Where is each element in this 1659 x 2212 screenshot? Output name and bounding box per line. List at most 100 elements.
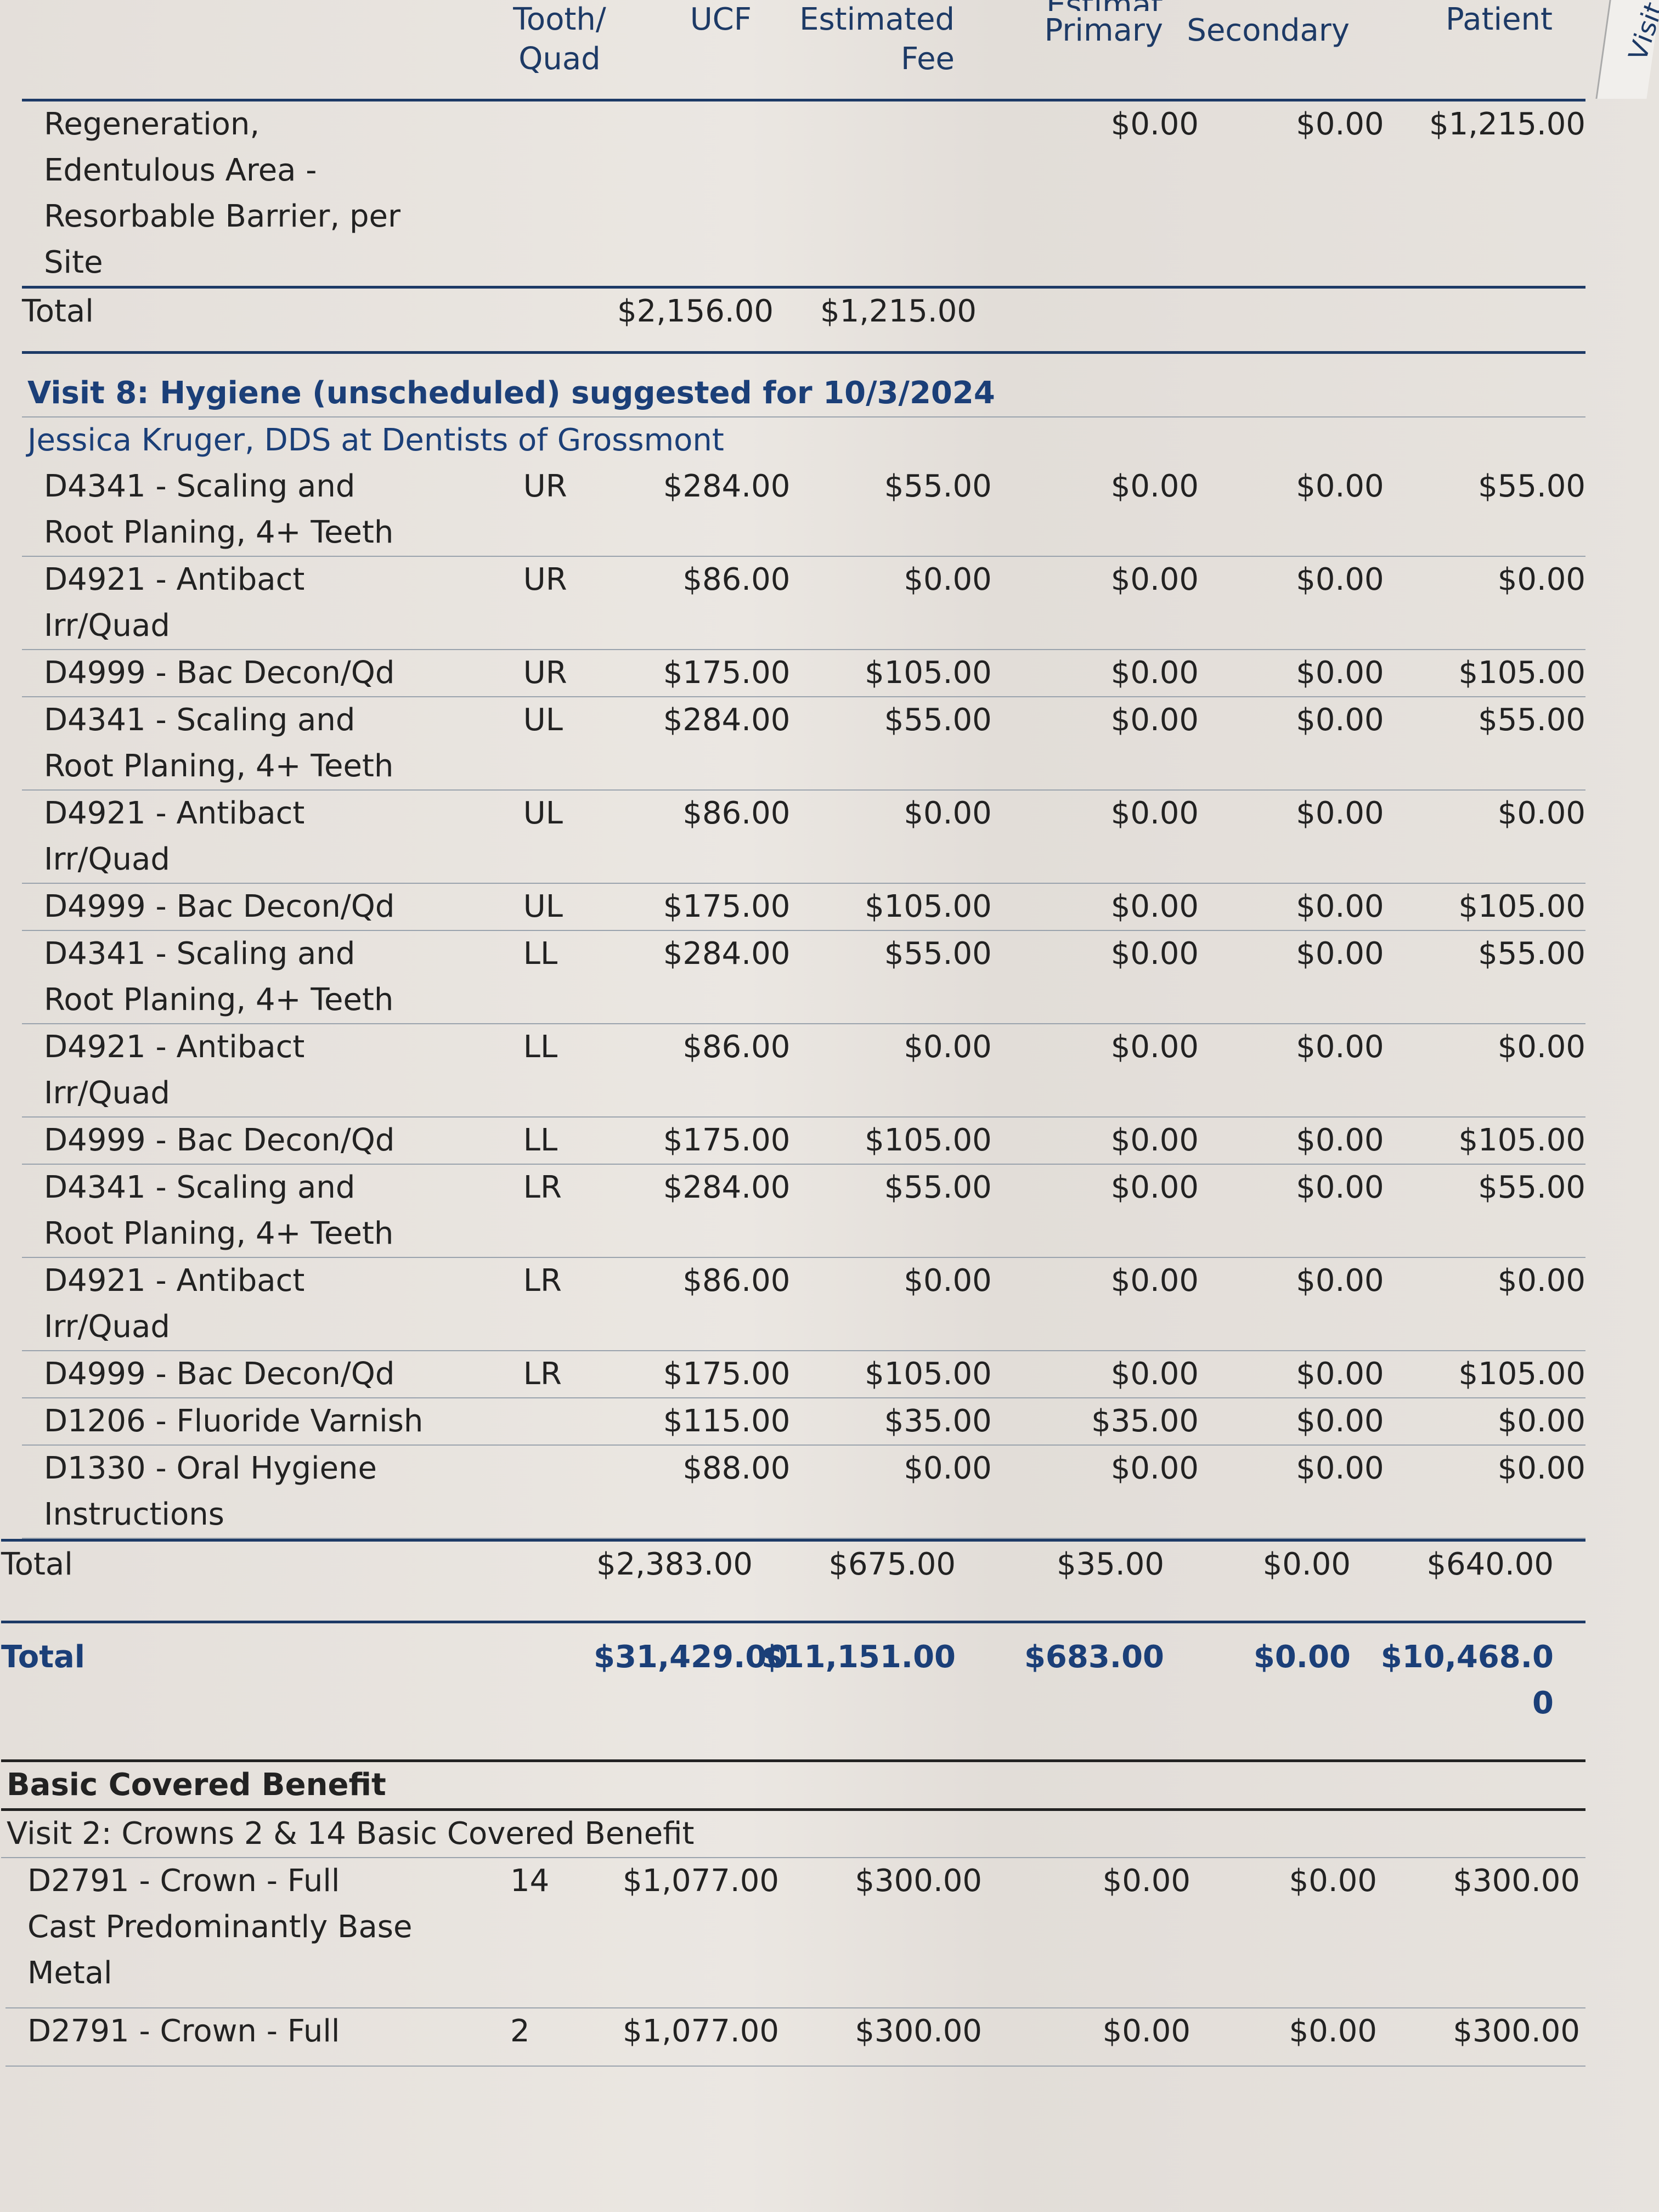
cell-primary: $0.00 [1110,936,1199,972]
cell-primary: $0.00 [1110,702,1199,738]
cell-ucf: $284.00 [663,702,791,738]
cell-primary: $0.00 [1110,1263,1199,1299]
total-ucf: $31,429.00 [594,1639,788,1675]
header-ucf: UCF [690,2,752,37]
visit-8-total: Total $2,383.00 $675.00 $35.00 $0.00 $640.00 [1,1539,1585,1623]
cell-ucf: $88.00 [682,1451,791,1486]
cell-primary: $0.00 [1110,106,1199,142]
total-fee: $1,215.00 [820,294,977,329]
item-description: D4999 - Bac Decon/Qd [44,655,395,691]
header-secondary: Secondary [1187,13,1350,48]
line-item: D1206 - Fluoride Varnish $115.00 $35.00 $35… [22,1398,1585,1446]
cell-fee: $0.00 [904,1029,992,1065]
header-estimated-fee: Estimated Fee [799,2,955,77]
item-description: D4341 - Scaling and Root Planing, 4+ Tee… [44,936,394,1018]
total-fee: $11,151.00 [761,1639,956,1675]
cell-ucf: $284.00 [663,469,791,504]
cell-patient: $0.00 [1497,1029,1586,1065]
cell-secondary: $0.00 [1296,702,1384,738]
cell-patient: $105.00 [1458,1356,1586,1392]
tooth-quad: UL [523,795,563,831]
line-item: D4341 - Scaling and Root Planing, 4+ Tee… [22,464,1585,557]
cell-patient: $300.00 [1453,2013,1580,2049]
cell-ucf: $175.00 [663,889,791,924]
total-label: Total [22,294,94,329]
cell-fee: $300.00 [855,1863,982,1899]
cell-primary: $0.00 [1110,655,1199,691]
total-label: Total [1,1639,85,1675]
cell-primary: $0.00 [1110,1029,1199,1065]
line-item: D4341 - Scaling and Root Planing, 4+ Tee… [22,697,1585,791]
cell-ucf: $175.00 [663,1122,791,1158]
cell-secondary: $0.00 [1296,655,1384,691]
cell-fee: $0.00 [904,562,992,597]
tooth-quad: LR [523,1170,562,1205]
line-item: D4341 - Scaling and Root Planing, 4+ Tee… [22,931,1585,1024]
cell-patient: $1,215.00 [1429,106,1586,142]
line-item-regeneration: Regeneration, Edentulous Area - Resorbab… [22,101,1585,289]
cell-ucf: $1,077.00 [622,1863,779,1899]
cell-fee: $0.00 [904,1263,992,1299]
cell-ucf: $86.00 [682,562,791,597]
tooth-quad: UL [523,889,563,924]
header-tooth-quad: Tooth/ Quad [513,2,606,77]
cell-primary: $0.00 [1110,562,1199,597]
cell-secondary: $0.00 [1296,1403,1384,1439]
previous-visit-total: Total $2,156.00 $1,215.00 [22,289,1585,354]
line-item: D1330 - Oral Hygiene Instructions $88.00 $… [22,1446,1585,1539]
total-primary: $683.00 [1024,1639,1164,1675]
item-description: D4341 - Scaling and Root Planing, 4+ Tee… [44,469,394,550]
cell-patient: $0.00 [1497,795,1586,831]
total-patient: $640.00 [1426,1547,1554,1582]
cell-secondary: $0.00 [1296,1356,1384,1392]
total-patient: $10,468.00 [1380,1639,1554,1721]
tooth-quad: UL [523,702,563,738]
total-label: Total [1,1547,73,1582]
cell-secondary: $0.00 [1296,1029,1384,1065]
line-item: D4999 - Bac Decon/Qd UR $175.00 $105.00 $0.0… [22,650,1585,697]
line-item: D4999 - Bac Decon/Qd UL $175.00 $105.00 $0.0… [22,884,1585,931]
total-ucf: $2,383.00 [596,1547,753,1582]
tooth-quad: 14 [510,1863,550,1899]
cell-primary: $35.00 [1091,1403,1199,1439]
cell-secondary: $0.00 [1296,889,1384,924]
cell-fee: $0.00 [904,795,992,831]
cell-fee: $55.00 [884,469,992,504]
basic-covered-benefit-title: Basic Covered Benefit [1,1759,1585,1811]
line-item: D4921 - Antibact Irr/Quad UR $86.00 $0.00 $0… [22,557,1585,650]
header-patient: Patient [1446,2,1553,37]
cell-patient: $55.00 [1478,936,1586,972]
cell-primary: $0.00 [1110,795,1199,831]
cell-fee: $105.00 [865,889,992,924]
cell-patient: $300.00 [1453,1863,1580,1899]
cell-secondary: $0.00 [1296,106,1384,142]
cell-fee: $55.00 [884,702,992,738]
cell-patient: $0.00 [1497,1451,1586,1486]
tooth-quad: UR [523,469,567,504]
visit-8-title: Visit 8: Hygiene (unscheduled) suggested… [22,370,1585,417]
treatment-plan-table: Tooth/ Quad UCF Estimated Fee EstimatPri… [1,0,1586,2067]
cell-fee: $300.00 [855,2013,982,2049]
line-item: D4999 - Bac Decon/Qd LL $175.00 $105.00 $0.0… [22,1118,1585,1165]
cell-secondary: $0.00 [1289,1863,1377,1899]
side-tab-text: Visit [1622,1,1659,63]
cell-secondary: $0.00 [1296,936,1384,972]
cell-fee: $105.00 [865,1122,992,1158]
table-header: Tooth/ Quad UCF Estimated Fee EstimatPri… [22,0,1585,101]
item-description: D1330 - Oral Hygiene Instructions [44,1451,377,1532]
tooth-quad: LL [523,1029,558,1065]
tooth-quad: LL [523,1122,558,1158]
cell-ucf: $284.00 [663,1170,791,1205]
tooth-quad: UR [523,655,567,691]
cell-secondary: $0.00 [1296,795,1384,831]
total-secondary: $0.00 [1262,1547,1351,1582]
line-item: D4999 - Bac Decon/Qd LR $175.00 $105.00 $0.0… [22,1351,1585,1398]
cell-primary: $0.00 [1110,1451,1199,1486]
cell-patient: $105.00 [1458,889,1586,924]
cell-ucf: $115.00 [663,1403,791,1439]
cell-ucf: $86.00 [682,1029,791,1065]
cell-fee: $0.00 [904,1451,992,1486]
cell-fee: $55.00 [884,1170,992,1205]
item-description: D4921 - Antibact Irr/Quad [44,795,305,877]
